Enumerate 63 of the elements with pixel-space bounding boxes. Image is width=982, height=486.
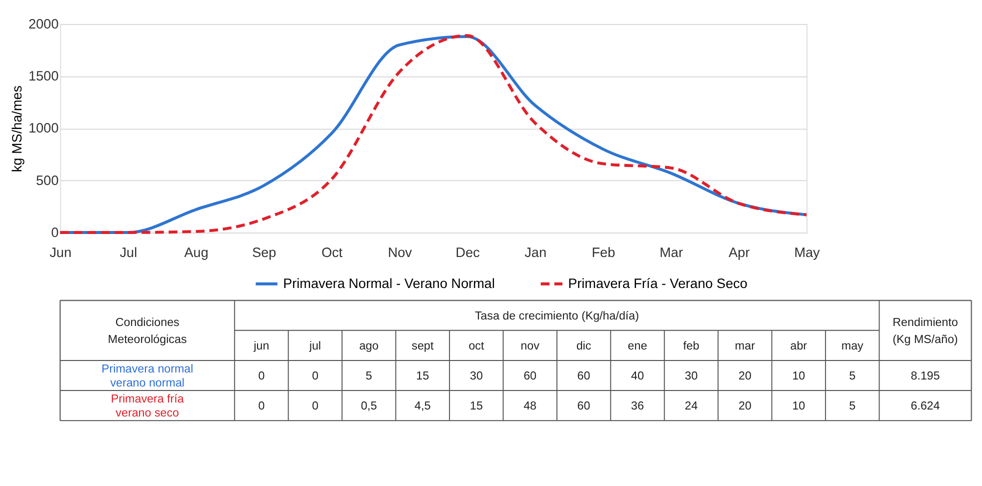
data-label: 5	[849, 399, 856, 412]
data-label: 10	[792, 399, 806, 412]
category-label: dic	[576, 339, 592, 352]
category-label: may	[841, 339, 864, 352]
data-label: 4,5	[414, 399, 431, 412]
x-tick-label: Jan	[524, 245, 547, 260]
data-label: 30	[470, 369, 484, 382]
data-label: 15	[470, 399, 483, 412]
y-tick-label: 2000	[28, 16, 60, 32]
y-tick-label: 1000	[28, 120, 60, 136]
data-label: 30	[684, 369, 698, 382]
x-tick-label: Feb	[592, 245, 616, 260]
text: Condiciones Meteorológicas	[108, 316, 187, 346]
legend-label: Primavera Normal - Verano Normal	[283, 276, 495, 291]
y-axis-title: kg MS/ha/mes	[10, 85, 25, 172]
y-tick-label: 500	[36, 172, 60, 188]
category-label: ene	[628, 339, 648, 352]
y-tick-label: 1500	[28, 68, 60, 84]
data-label: 0	[312, 369, 319, 382]
data-label: 60	[577, 369, 591, 382]
x-tick-label: Jun	[50, 245, 72, 260]
x-tick-label: May	[794, 245, 820, 260]
legend-label: Primavera Fría - Verano Seco	[568, 276, 748, 291]
data-label: 24	[684, 399, 698, 412]
data-label: 15	[416, 369, 430, 382]
legend-label: Primavera fría verano seco	[110, 392, 184, 420]
data-label: 0	[258, 369, 266, 382]
x-tick-label: Jul	[120, 245, 138, 260]
data-label: 0,5	[360, 399, 377, 412]
data-label: 5	[366, 369, 372, 382]
legend-label: Primavera normal verano normal	[101, 362, 194, 390]
category-label: jun	[252, 339, 270, 352]
data-label: 0	[312, 399, 319, 412]
data-label: 10	[792, 369, 806, 382]
data-label: 36	[631, 399, 644, 412]
category-label: nov	[520, 339, 540, 352]
category-label: sept	[412, 339, 434, 352]
text: 6.624	[910, 399, 940, 412]
text: Tasa de crecimiento (Kg/ha/día)	[474, 309, 640, 322]
x-tick-label: Sep	[252, 245, 276, 260]
category-label: mar	[734, 339, 756, 352]
category-label: feb	[683, 339, 700, 352]
data-label: 60	[524, 369, 538, 382]
data-label: 48	[524, 399, 537, 412]
data-label: 60	[577, 399, 591, 412]
category-label: ago	[359, 339, 379, 352]
category-label: oct	[468, 339, 485, 352]
x-tick-label: Nov	[388, 245, 412, 260]
data-label: 0	[258, 399, 266, 412]
data-label: 20	[738, 369, 752, 382]
data-label: 20	[738, 399, 752, 412]
text: Rendimiento (Kg MS/año)	[892, 316, 958, 346]
y-tick-label: 0	[51, 224, 60, 240]
data-label: 5	[849, 369, 856, 382]
x-tick-label: Oct	[321, 245, 343, 260]
x-tick-label: Mar	[660, 245, 684, 260]
category-label: jul	[308, 339, 321, 352]
x-tick-label: Apr	[728, 245, 750, 260]
x-tick-label: Aug	[184, 245, 208, 260]
text: 8.195	[910, 369, 940, 382]
data-label: 40	[631, 369, 644, 382]
x-tick-label: Dec	[456, 245, 480, 260]
category-label: abr	[790, 339, 808, 352]
